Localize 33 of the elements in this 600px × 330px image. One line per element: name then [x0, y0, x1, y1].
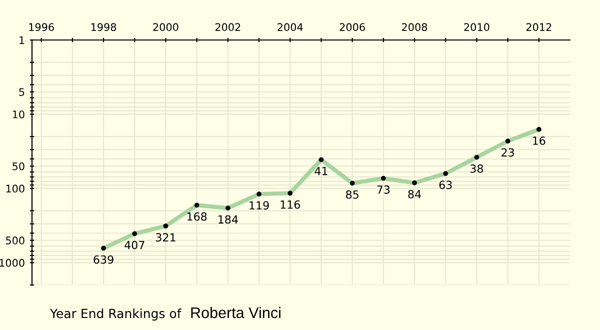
data-label: 41: [314, 166, 328, 176]
x-tick-label: 2000: [153, 23, 178, 32]
x-tick-label: 2006: [340, 23, 365, 32]
y-tick-label: 10: [12, 110, 24, 118]
x-tick-label: 1998: [91, 23, 116, 32]
text: Year End Rankings of: [50, 308, 182, 321]
data-label: 84: [408, 190, 421, 198]
data-label: 168: [187, 212, 207, 221]
data-label: 23: [502, 148, 514, 157]
x-tick-label: 1996: [29, 23, 54, 32]
text: Roberta Vinci: [191, 306, 280, 318]
y-tick-label: 500: [6, 236, 24, 244]
y-tick-label: 100: [6, 184, 24, 193]
data-label: 639: [94, 255, 114, 264]
x-tick-label: 2008: [402, 23, 428, 32]
data-label: 85: [346, 190, 358, 199]
x-tick-label: 2004: [278, 23, 303, 32]
data-label: 184: [218, 215, 238, 224]
data-label: 407: [124, 240, 144, 250]
x-tick-label: 2002: [215, 23, 240, 32]
y-tick-label: 5: [19, 88, 24, 96]
data-label: 38: [470, 164, 484, 173]
y-tick-label: 1000: [0, 258, 24, 267]
data-label: 119: [250, 201, 269, 210]
y-tick-label: 50: [12, 162, 24, 170]
data-label: 16: [533, 136, 546, 145]
x-tick-label: 2012: [526, 23, 552, 32]
data-label: 116: [280, 200, 300, 209]
data-label: 63: [439, 180, 452, 190]
data-label: 73: [377, 185, 390, 194]
y-tick-label: 1: [20, 36, 24, 44]
data-label: 321: [156, 233, 176, 242]
x-tick-label: 2010: [464, 23, 490, 32]
